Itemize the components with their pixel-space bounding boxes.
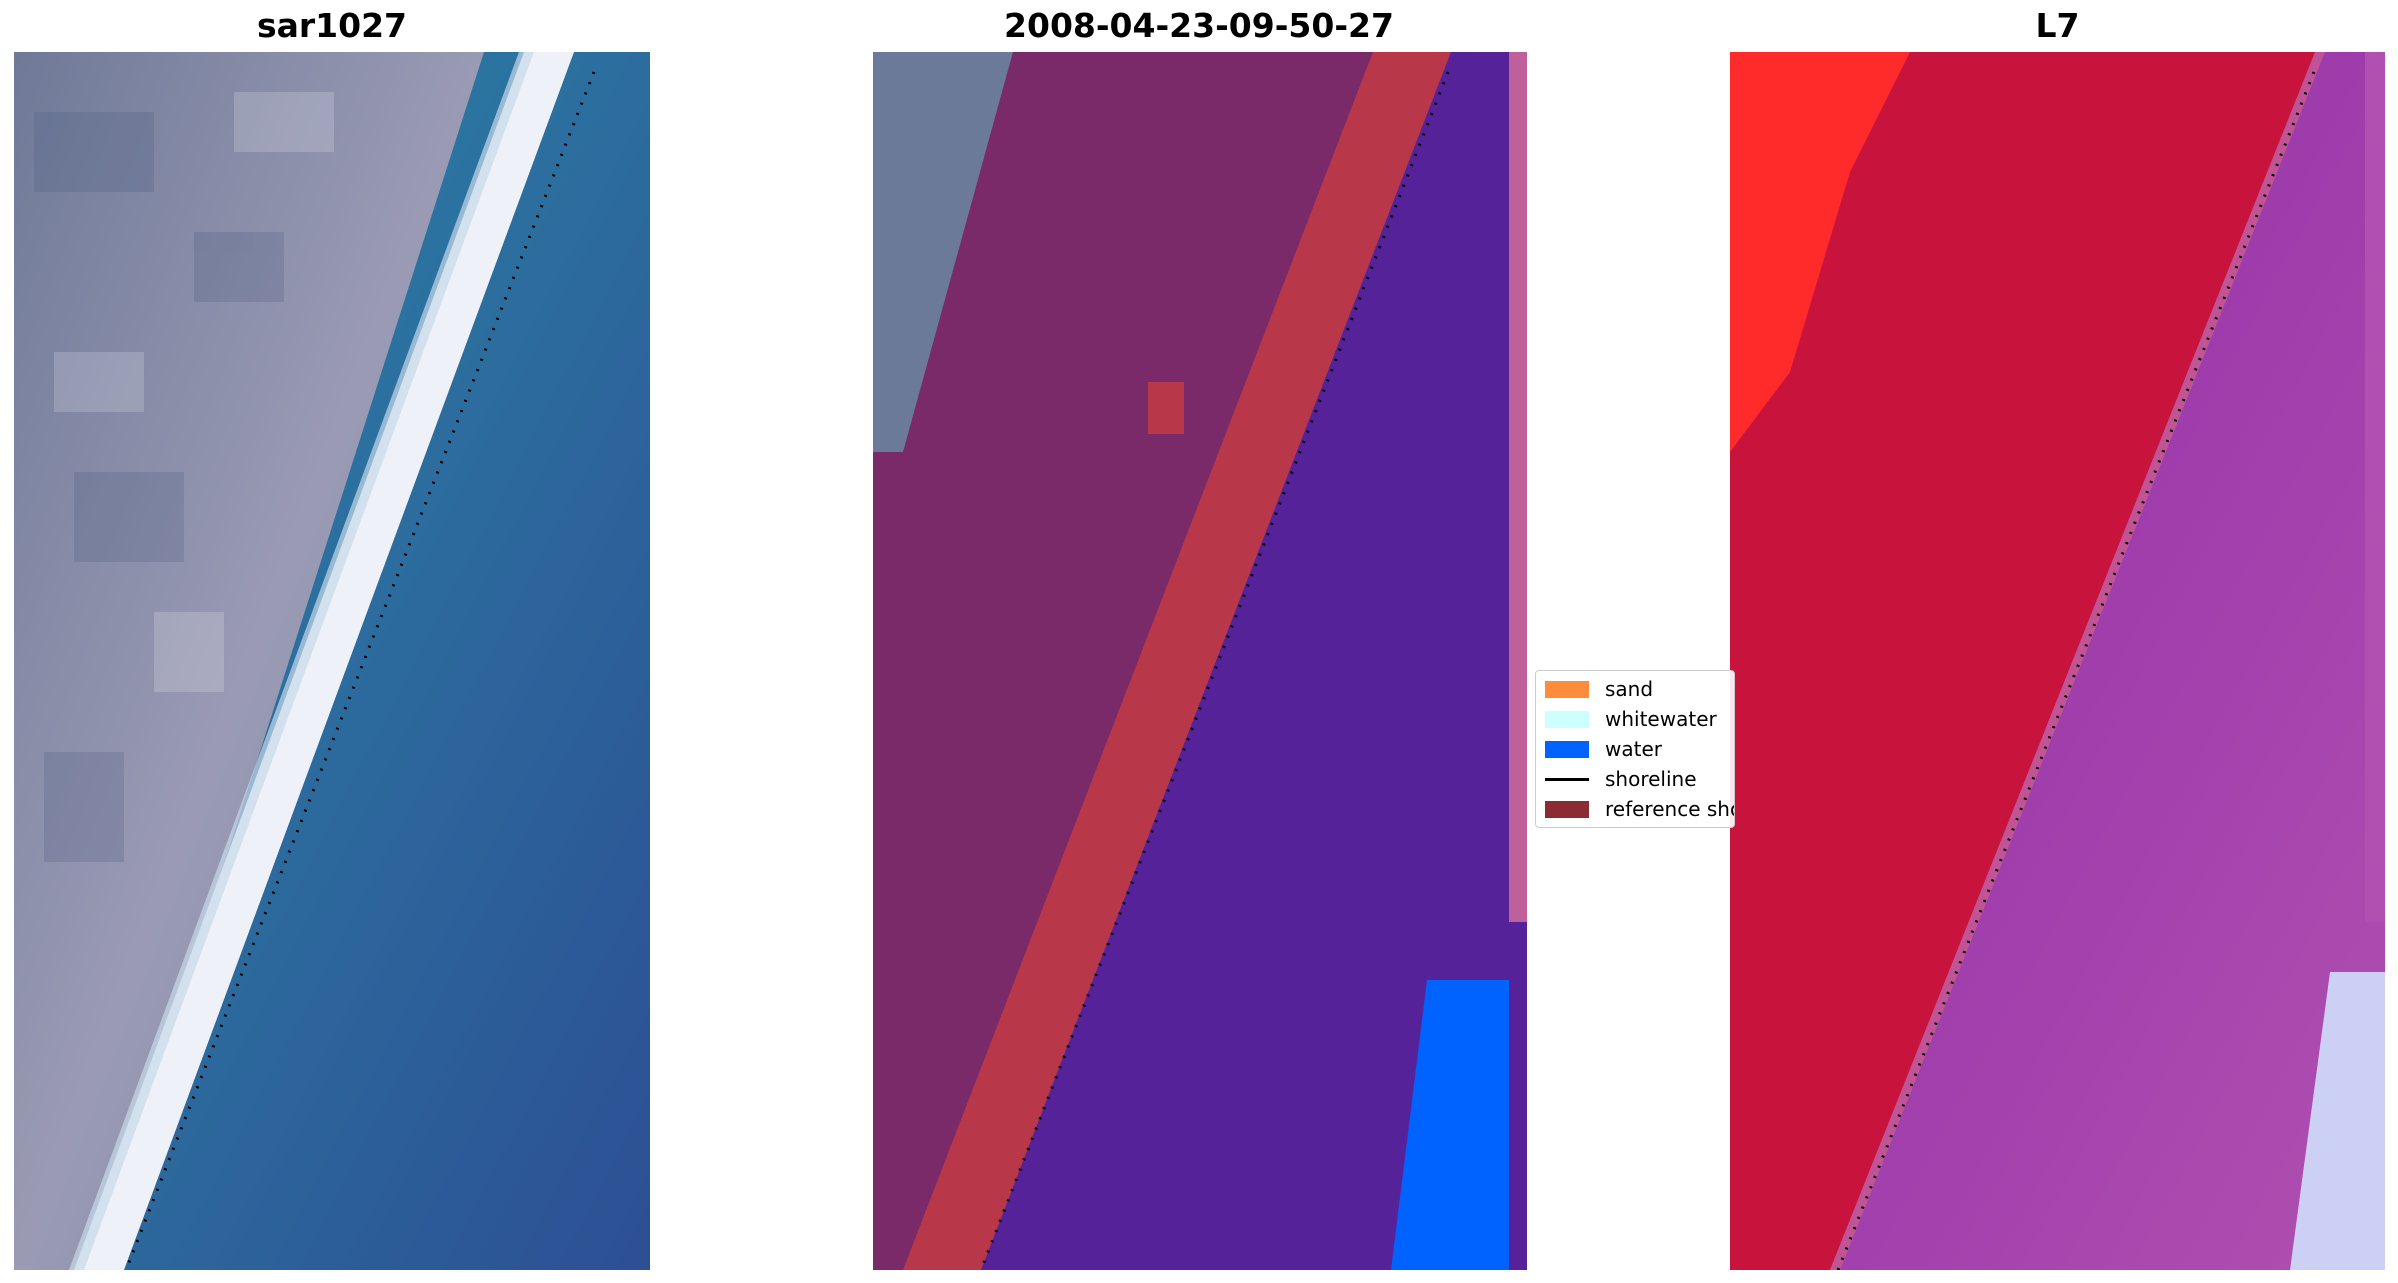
index-water-pale	[2290, 972, 2385, 1270]
legend-swatch-reference-shoreline	[1545, 800, 1589, 818]
legend-line-shoreline	[1545, 777, 1589, 781]
legend-label-shoreline: shoreline	[1605, 767, 1697, 791]
classified-unmasked-corner	[873, 52, 1013, 452]
rgb-beach-strip	[74, 52, 574, 1270]
panel-title-classified: 2008-04-23-09-50-27	[1004, 6, 1394, 45]
index-land-region	[1730, 52, 2315, 1270]
panel-title-rgb: sar1027	[256, 6, 408, 45]
rgb-image	[14, 52, 650, 1270]
legend-item-water: water	[1536, 735, 1662, 763]
legend-label-water: water	[1605, 737, 1662, 761]
legend-swatch-sand	[1545, 680, 1589, 698]
classified-sand-strip	[903, 52, 1451, 1270]
legend: sand whitewater water shoreline referenc…	[1535, 670, 1735, 828]
index-image	[1730, 52, 2385, 1270]
classified-image	[873, 52, 1527, 1270]
legend-item-sand: sand	[1536, 675, 1653, 703]
legend-swatch-water	[1545, 740, 1589, 758]
classified-water-blue	[1391, 980, 1509, 1270]
legend-label-reference-shoreline: reference shoreline	[1605, 797, 1734, 821]
legend-item-reference-shoreline: reference shoreline	[1536, 795, 1734, 823]
legend-label-sand: sand	[1605, 677, 1654, 701]
legend-label-whitewater: whitewater	[1605, 707, 1717, 731]
legend-swatch-whitewater	[1545, 710, 1589, 728]
legend-item-whitewater: whitewater	[1536, 705, 1717, 733]
legend-item-shoreline: shoreline	[1536, 765, 1697, 793]
panel-title-index: L7	[2035, 6, 2080, 45]
rgb-land-region	[14, 52, 484, 1270]
classified-edge-strip	[1509, 52, 1527, 922]
index-land-bright	[1730, 52, 1910, 452]
